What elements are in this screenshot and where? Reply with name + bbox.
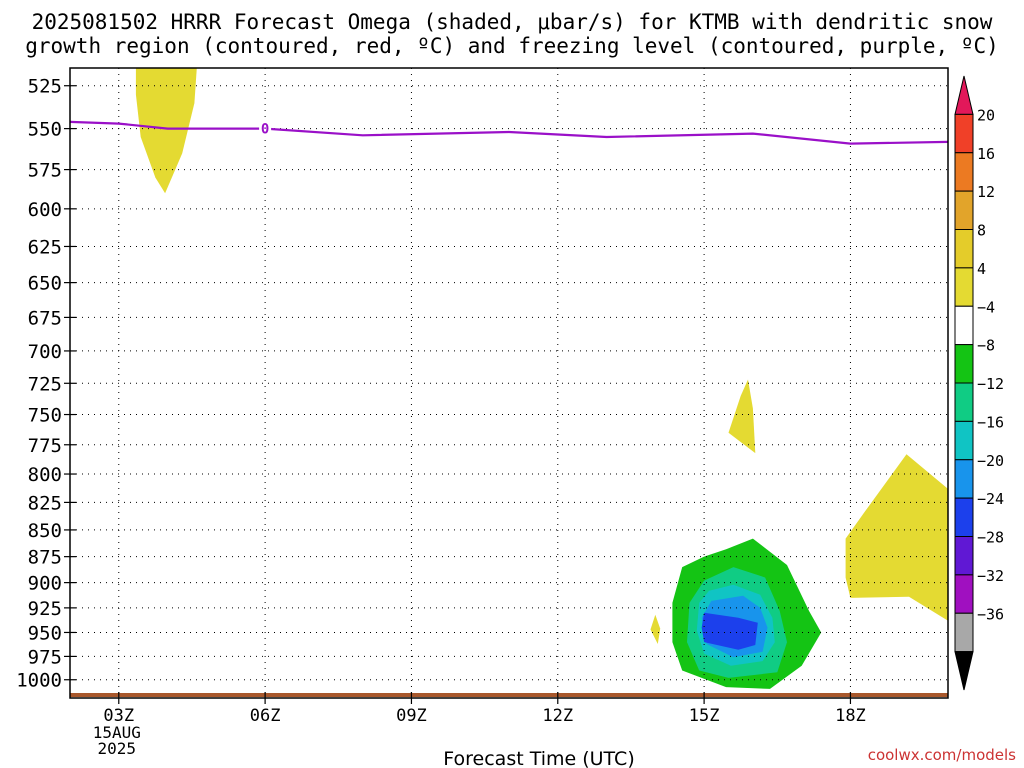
omega-region-0	[135, 68, 197, 194]
freezing-level-layer: 0	[69, 120, 949, 145]
y-tick-label: 750	[28, 405, 62, 427]
y-tick-label: 925	[28, 598, 62, 620]
credit-text: coolwx.com/models	[867, 746, 1016, 764]
y-tick-label: 600	[28, 199, 62, 221]
y-tick-label: 650	[28, 273, 62, 295]
omega-shaded-regions	[135, 68, 948, 689]
colorbar-label: 16	[977, 145, 995, 163]
colorbar-label: 20	[977, 106, 995, 124]
y-tick-label: 975	[28, 646, 62, 668]
colorbar-segment	[954, 305, 974, 346]
y-tick-label: 725	[28, 373, 62, 395]
x-tick-label: 06Z	[250, 706, 281, 726]
y-tick-label: 775	[28, 435, 62, 457]
colorbar-segment	[954, 612, 974, 653]
colorbar-segment	[954, 344, 974, 384]
x-tick-label: 12Z	[542, 706, 573, 726]
terrain-layer	[70, 693, 948, 697]
chart-title-line-1: 2025081502 HRRR Forecast Omega (shaded, …	[31, 10, 993, 34]
y-tick-label: 1000	[16, 670, 62, 692]
x-tick-label: 09Z	[396, 706, 427, 726]
y-tick-label: 900	[28, 573, 62, 595]
colorbar-label: 12	[977, 183, 995, 201]
colorbar-segment	[954, 267, 974, 307]
colorbar-label: 4	[977, 260, 986, 278]
y-axis: 525 550 575 600 625 650 675 700 725 750 775 800 825 8…	[16, 76, 76, 692]
colorbar-label: −8	[977, 337, 995, 355]
y-tick-label: 950	[28, 622, 62, 644]
colorbar-segment	[954, 382, 974, 422]
colorbar-bottom-arrow	[954, 651, 974, 691]
y-tick-label: 825	[28, 492, 62, 514]
x-date-label: 2025	[98, 739, 137, 758]
colorbar-label: −24	[977, 490, 1004, 508]
y-tick-label: 525	[28, 76, 62, 98]
colorbar-segment	[954, 574, 974, 614]
x-tick-label: 18Z	[835, 706, 866, 726]
chart-title-line-2: growth region (contoured, red, ºC) and f…	[25, 34, 999, 58]
y-tick-label: 800	[28, 464, 62, 486]
x-date-label: 15AUG	[93, 723, 141, 742]
x-axis-title: Forecast Time (UTC)	[443, 748, 634, 768]
colorbar-segment	[954, 497, 974, 537]
y-tick-label: 875	[28, 547, 62, 569]
y-tick-label: 625	[28, 236, 62, 258]
colorbar-label: −32	[977, 567, 1004, 585]
colorbar-label: 8	[977, 222, 986, 240]
colorbar-segment	[954, 536, 974, 576]
colorbar-label: −20	[977, 452, 1004, 470]
freezing-label-bg	[259, 120, 272, 137]
colorbar: 20 16 12 8 4 −4 −8 −12 −16 −20 −24 −28 −32 −36	[954, 75, 1004, 691]
omega-region-2	[650, 614, 661, 644]
y-tick-label: 700	[28, 341, 62, 363]
terrain-band	[70, 693, 948, 697]
x-tick-label: 03Z	[103, 706, 134, 726]
colorbar-label: −4	[977, 298, 995, 316]
colorbar-label: −28	[977, 529, 1004, 547]
colorbar-segment	[954, 190, 974, 230]
x-tick-label: 15Z	[689, 706, 720, 726]
y-tick-label: 675	[28, 307, 62, 329]
colorbar-segment	[954, 420, 974, 461]
colorbar-segment	[954, 459, 974, 499]
grid-lines	[70, 68, 948, 698]
omega-region-8	[701, 612, 758, 650]
freezing-level-line	[69, 120, 949, 145]
colorbar-top-arrow	[954, 75, 974, 115]
y-tick-label: 550	[28, 119, 62, 141]
freezing-level-label: 0	[261, 122, 269, 138]
colorbar-label: −16	[977, 413, 1004, 431]
y-tick-label: 850	[28, 520, 62, 542]
colorbar-segment	[954, 113, 974, 154]
colorbar-label: −12	[977, 375, 1004, 393]
omega-region-1	[728, 379, 756, 454]
omega-region-3	[845, 454, 948, 621]
colorbar-segment	[954, 152, 974, 192]
colorbar-segment	[954, 229, 974, 269]
y-tick-label: 575	[28, 160, 62, 182]
colorbar-label: −36	[977, 605, 1004, 623]
